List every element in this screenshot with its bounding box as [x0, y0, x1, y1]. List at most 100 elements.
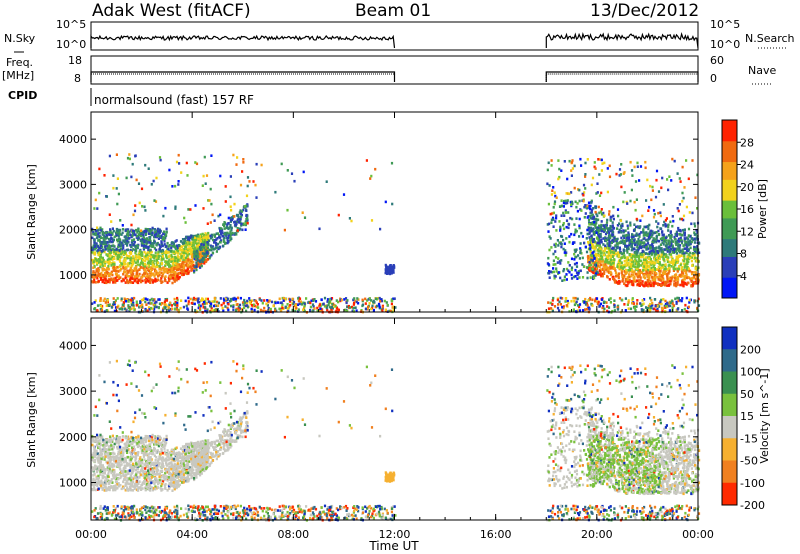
echo-cell	[591, 213, 594, 217]
echo-cell	[215, 232, 218, 235]
echo-cell	[213, 233, 216, 237]
echo-cell	[241, 301, 245, 304]
echo-cell	[575, 265, 579, 268]
echo-cell	[674, 241, 677, 245]
echo-cell	[138, 253, 141, 257]
echo-cell	[638, 270, 642, 274]
echo-cell	[246, 299, 249, 303]
echo-cell	[194, 236, 197, 239]
echo-cell	[624, 280, 627, 283]
echo-cell	[570, 273, 573, 277]
echo-cell	[128, 309, 131, 313]
echo-cell	[593, 223, 596, 226]
echo-cell	[170, 260, 173, 263]
echo-cell	[597, 229, 600, 232]
echo-cell	[602, 224, 605, 227]
echo-cell	[207, 243, 210, 246]
echo-cell	[121, 308, 124, 311]
echo-cell	[147, 264, 150, 267]
echo-cell	[677, 237, 680, 241]
echo-cell	[649, 257, 652, 261]
echo-cell	[616, 306, 619, 309]
echo-cell	[164, 275, 167, 278]
echo-cell	[104, 277, 107, 281]
echo-cell	[591, 270, 594, 274]
echo-cell	[661, 265, 664, 269]
echo-cell	[603, 272, 606, 275]
echo-cell	[616, 265, 619, 268]
power-scatter	[91, 153, 701, 314]
echo-cell	[213, 241, 216, 244]
echo-cell	[663, 248, 666, 251]
echo-cell	[140, 187, 144, 191]
echo-cell	[634, 243, 637, 247]
echo-cell	[680, 254, 683, 257]
echo-cell	[246, 219, 249, 223]
echo-cell	[621, 222, 624, 226]
echo-cell	[218, 234, 221, 237]
echo-cell	[550, 307, 553, 310]
echo-cell	[234, 220, 237, 224]
echo-cell	[209, 304, 212, 308]
echo-cell	[97, 253, 100, 256]
echo-cell	[168, 258, 171, 261]
echo-cell	[352, 298, 355, 302]
echo-cell	[659, 300, 662, 303]
echo-cell	[611, 261, 614, 265]
echo-cell	[158, 156, 162, 159]
echo-cell	[665, 236, 668, 239]
echo-cell	[221, 234, 224, 238]
echo-cell	[616, 243, 619, 246]
echo-cell	[588, 221, 591, 224]
echo-cell	[597, 248, 600, 252]
echo-cell	[652, 248, 655, 251]
echo-cell	[113, 250, 116, 254]
echo-cell	[693, 241, 696, 244]
echo-cell	[690, 280, 694, 283]
echo-cell	[698, 242, 701, 245]
echo-cell	[553, 202, 556, 206]
echo-cell	[330, 308, 333, 312]
echo-cell	[105, 281, 108, 285]
echo-cell	[675, 233, 679, 236]
echo-cell	[674, 238, 677, 241]
echo-cell	[694, 251, 697, 254]
echo-cell	[256, 303, 259, 306]
echo-cell	[671, 306, 674, 310]
echo-cell	[573, 252, 576, 256]
echo-cell	[143, 297, 146, 300]
echo-cell	[652, 268, 655, 272]
echo-cell	[132, 238, 136, 241]
echo-cell	[385, 269, 388, 272]
echo-cell	[128, 157, 131, 161]
echo-cell	[589, 204, 592, 208]
echo-cell	[621, 276, 625, 279]
echo-cell	[598, 269, 601, 273]
echo-cell	[171, 256, 174, 259]
echo-cell	[146, 251, 149, 254]
echo-cell	[203, 238, 206, 242]
echo-cell	[149, 257, 152, 261]
echo-cell	[200, 237, 203, 240]
echo-cell	[226, 241, 229, 245]
echo-cell	[605, 301, 608, 304]
echo-cell	[139, 278, 142, 281]
echo-cell	[141, 279, 144, 283]
echo-cell	[589, 256, 592, 260]
echo-cell	[578, 303, 582, 306]
echo-cell	[657, 233, 661, 237]
echo-cell	[639, 252, 642, 255]
echo-cell	[611, 255, 615, 258]
echo-cell	[576, 209, 579, 213]
echo-cell	[245, 301, 249, 305]
echo-cell	[641, 249, 644, 253]
echo-cell	[392, 268, 395, 272]
echo-cell	[165, 231, 168, 234]
echo-cell	[176, 274, 179, 278]
echo-cell	[164, 267, 167, 271]
echo-cell	[634, 259, 637, 263]
echo-cell	[664, 271, 667, 274]
echo-cell	[565, 273, 568, 276]
echo-cell	[127, 232, 130, 236]
